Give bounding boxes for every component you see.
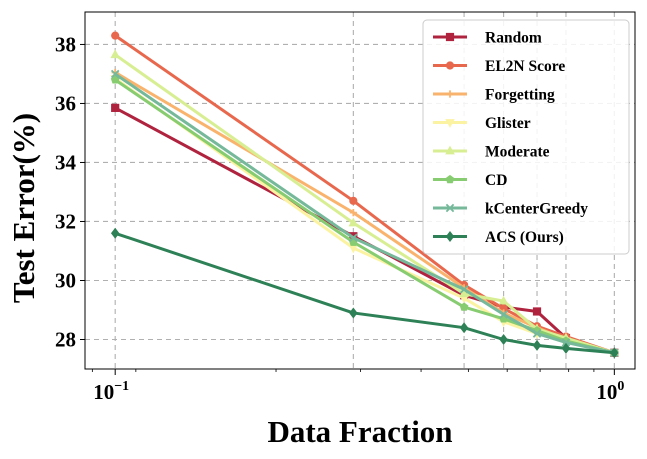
legend-item: EL2N Score (433, 58, 565, 75)
legend-item: kCenterGreedy (433, 201, 588, 218)
y-tick-label: 36 (55, 91, 76, 115)
legend-label: kCenterGreedy (485, 201, 588, 218)
x-tick-label: 100 (596, 379, 624, 404)
legend-item: CD (433, 172, 507, 189)
data-point (349, 307, 358, 319)
y-tick-label: 34 (55, 150, 77, 174)
data-point (110, 227, 120, 239)
legend-label: Glister (485, 115, 531, 132)
legend-marker (445, 230, 455, 243)
data-point (349, 233, 358, 242)
legend-marker (445, 145, 455, 155)
x-axis-title: Data Fraction (267, 414, 452, 449)
y-tick-label: 30 (55, 268, 76, 292)
data-point (561, 338, 571, 347)
legend-marker (445, 119, 455, 128)
legend-label: Moderate (485, 144, 550, 161)
legend-item: Glister (433, 115, 531, 132)
data-point (111, 103, 120, 112)
x-tick-label: 10−1 (93, 379, 129, 404)
data-point (349, 209, 357, 217)
legend-marker (445, 61, 455, 70)
legend-marker (445, 32, 455, 42)
plot-frame (84, 11, 636, 370)
data-point (110, 49, 120, 59)
legend-item: Moderate (433, 144, 550, 161)
data-point (532, 329, 542, 338)
legend-marker (445, 203, 455, 213)
legend-label: CD (485, 172, 507, 189)
series-acs-ours (110, 227, 619, 359)
legend-label: Random (485, 30, 542, 47)
y-axis-title: Test Error(%) (6, 113, 41, 303)
data-point (532, 339, 542, 351)
legend-label: EL2N Score (485, 58, 565, 75)
legend-box (422, 19, 630, 255)
legend-label: Forgetting (485, 87, 555, 104)
data-point (561, 342, 571, 354)
data-point (459, 302, 469, 311)
data-point (499, 310, 508, 319)
legend-item: Random (433, 30, 542, 47)
legend-item: ACS (Ours) (433, 229, 564, 246)
y-tick-label: 38 (55, 32, 76, 56)
legend: Random EL2N Score Forgetting Glister Moderat… (422, 19, 630, 255)
data-point (610, 347, 619, 359)
data-point (459, 322, 469, 334)
legend-item: Forgetting (433, 87, 555, 104)
data-point (498, 295, 509, 305)
legend-marker (446, 90, 454, 98)
data-point (110, 75, 120, 84)
data-point (111, 31, 120, 40)
data-point (499, 333, 508, 345)
y-tick-label: 28 (55, 327, 76, 351)
data-point (532, 307, 542, 316)
axis-ticks: 28 30 32 34 36 38 10−1 100 (55, 32, 624, 404)
series-layer (110, 31, 620, 359)
data-point (459, 288, 469, 298)
data-point (110, 69, 120, 79)
data-point (348, 217, 359, 227)
data-point (459, 285, 469, 294)
y-tick-label: 32 (55, 209, 76, 233)
legend-label: ACS (Ours) (485, 229, 564, 246)
legend-marker (445, 174, 455, 184)
data-point (349, 196, 358, 205)
